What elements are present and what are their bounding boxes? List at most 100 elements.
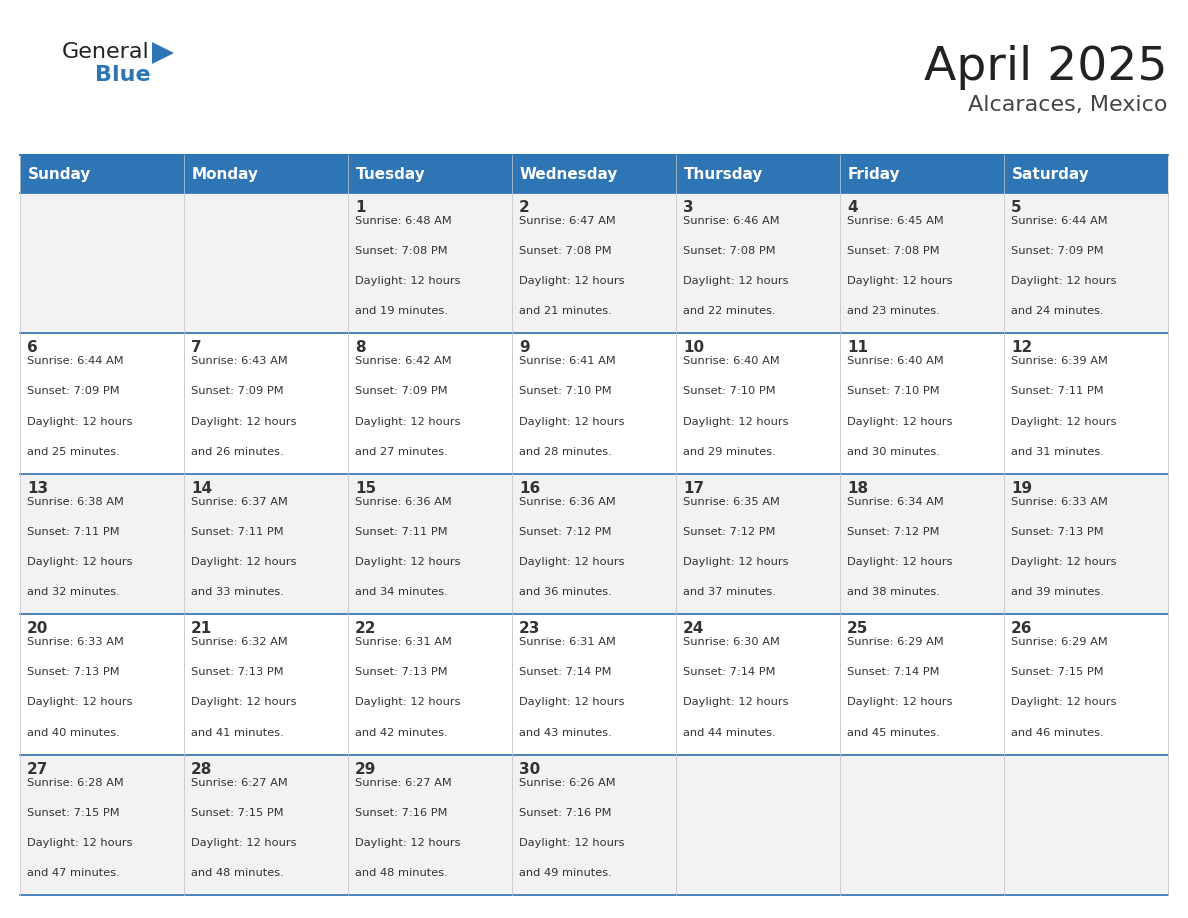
Text: and 24 minutes.: and 24 minutes. [1011,307,1104,317]
Text: 20: 20 [27,621,49,636]
Text: Sunrise: 6:41 AM: Sunrise: 6:41 AM [519,356,615,366]
FancyBboxPatch shape [512,755,676,895]
Text: Daylight: 12 hours: Daylight: 12 hours [355,838,461,848]
Text: Sunrise: 6:45 AM: Sunrise: 6:45 AM [847,216,943,226]
FancyBboxPatch shape [840,193,1004,333]
Text: and 36 minutes.: and 36 minutes. [519,588,612,597]
FancyBboxPatch shape [348,755,512,895]
Text: Daylight: 12 hours: Daylight: 12 hours [1011,557,1117,567]
Text: Sunrise: 6:29 AM: Sunrise: 6:29 AM [847,637,943,647]
Text: Wednesday: Wednesday [520,166,619,182]
Text: and 40 minutes.: and 40 minutes. [27,727,120,737]
Text: Daylight: 12 hours: Daylight: 12 hours [1011,698,1117,708]
Text: Sunrise: 6:31 AM: Sunrise: 6:31 AM [355,637,451,647]
FancyBboxPatch shape [184,474,348,614]
Text: and 45 minutes.: and 45 minutes. [847,727,940,737]
Text: 15: 15 [355,481,377,496]
Text: Daylight: 12 hours: Daylight: 12 hours [191,838,297,848]
Text: Daylight: 12 hours: Daylight: 12 hours [847,417,953,427]
FancyBboxPatch shape [20,755,184,895]
Text: Daylight: 12 hours: Daylight: 12 hours [683,698,789,708]
Text: Sunset: 7:10 PM: Sunset: 7:10 PM [847,386,940,397]
Text: and 19 minutes.: and 19 minutes. [355,307,448,317]
Text: Sunset: 7:11 PM: Sunset: 7:11 PM [1011,386,1104,397]
Text: Daylight: 12 hours: Daylight: 12 hours [519,557,625,567]
Text: Sunset: 7:08 PM: Sunset: 7:08 PM [355,246,448,256]
Text: and 32 minutes.: and 32 minutes. [27,588,120,597]
Text: 23: 23 [519,621,541,636]
Text: Sunrise: 6:38 AM: Sunrise: 6:38 AM [27,497,124,507]
Text: 10: 10 [683,341,704,355]
Text: Daylight: 12 hours: Daylight: 12 hours [683,417,789,427]
Text: and 31 minutes.: and 31 minutes. [1011,447,1104,456]
FancyBboxPatch shape [184,614,348,755]
Text: Sunset: 7:12 PM: Sunset: 7:12 PM [519,527,612,537]
FancyBboxPatch shape [1004,193,1168,333]
Text: Sunset: 7:12 PM: Sunset: 7:12 PM [683,527,776,537]
Text: Sunday: Sunday [29,166,91,182]
Text: Daylight: 12 hours: Daylight: 12 hours [519,698,625,708]
Text: 11: 11 [847,341,868,355]
FancyBboxPatch shape [1004,755,1168,895]
Text: Sunset: 7:10 PM: Sunset: 7:10 PM [683,386,776,397]
FancyBboxPatch shape [676,614,840,755]
Text: Sunset: 7:08 PM: Sunset: 7:08 PM [847,246,940,256]
FancyBboxPatch shape [840,474,1004,614]
Text: Sunrise: 6:44 AM: Sunrise: 6:44 AM [1011,216,1107,226]
Text: and 48 minutes.: and 48 minutes. [355,868,448,878]
Text: Sunrise: 6:32 AM: Sunrise: 6:32 AM [191,637,287,647]
Text: Daylight: 12 hours: Daylight: 12 hours [355,557,461,567]
Text: Daylight: 12 hours: Daylight: 12 hours [519,838,625,848]
Text: 8: 8 [355,341,366,355]
Text: Thursday: Thursday [684,166,764,182]
Text: Daylight: 12 hours: Daylight: 12 hours [355,698,461,708]
FancyBboxPatch shape [840,155,1004,193]
Text: Sunrise: 6:37 AM: Sunrise: 6:37 AM [191,497,287,507]
Text: 5: 5 [1011,200,1022,215]
Text: Monday: Monday [192,166,259,182]
FancyBboxPatch shape [512,474,676,614]
Text: Sunset: 7:14 PM: Sunset: 7:14 PM [519,667,612,677]
FancyBboxPatch shape [840,755,1004,895]
Text: Sunset: 7:11 PM: Sunset: 7:11 PM [355,527,448,537]
Text: 28: 28 [191,762,213,777]
Text: 1: 1 [355,200,366,215]
Text: 27: 27 [27,762,49,777]
FancyBboxPatch shape [1004,333,1168,474]
Text: 6: 6 [27,341,38,355]
Text: and 49 minutes.: and 49 minutes. [519,868,612,878]
Text: and 37 minutes.: and 37 minutes. [683,588,776,597]
Text: 14: 14 [191,481,213,496]
FancyBboxPatch shape [184,755,348,895]
FancyBboxPatch shape [348,155,512,193]
Text: 16: 16 [519,481,541,496]
Text: 26: 26 [1011,621,1032,636]
Text: Sunrise: 6:34 AM: Sunrise: 6:34 AM [847,497,943,507]
Text: Sunrise: 6:48 AM: Sunrise: 6:48 AM [355,216,451,226]
Text: Sunrise: 6:47 AM: Sunrise: 6:47 AM [519,216,615,226]
FancyBboxPatch shape [20,155,184,193]
FancyBboxPatch shape [348,614,512,755]
Text: Daylight: 12 hours: Daylight: 12 hours [191,557,297,567]
Text: and 43 minutes.: and 43 minutes. [519,727,612,737]
FancyBboxPatch shape [676,333,840,474]
Text: Sunset: 7:14 PM: Sunset: 7:14 PM [847,667,940,677]
Text: and 29 minutes.: and 29 minutes. [683,447,776,456]
Text: and 42 minutes.: and 42 minutes. [355,727,448,737]
Text: and 23 minutes.: and 23 minutes. [847,307,940,317]
Text: and 34 minutes.: and 34 minutes. [355,588,448,597]
Text: Daylight: 12 hours: Daylight: 12 hours [683,276,789,286]
Text: Daylight: 12 hours: Daylight: 12 hours [27,417,133,427]
Text: Sunset: 7:10 PM: Sunset: 7:10 PM [519,386,612,397]
Text: Sunset: 7:15 PM: Sunset: 7:15 PM [27,808,120,818]
Text: Sunrise: 6:29 AM: Sunrise: 6:29 AM [1011,637,1107,647]
Text: and 25 minutes.: and 25 minutes. [27,447,120,456]
Text: Sunset: 7:14 PM: Sunset: 7:14 PM [683,667,776,677]
Text: Daylight: 12 hours: Daylight: 12 hours [191,698,297,708]
FancyBboxPatch shape [184,193,348,333]
Text: 3: 3 [683,200,694,215]
Text: Sunrise: 6:27 AM: Sunrise: 6:27 AM [191,778,287,788]
Text: 2: 2 [519,200,530,215]
FancyBboxPatch shape [676,155,840,193]
Text: Sunset: 7:16 PM: Sunset: 7:16 PM [519,808,612,818]
